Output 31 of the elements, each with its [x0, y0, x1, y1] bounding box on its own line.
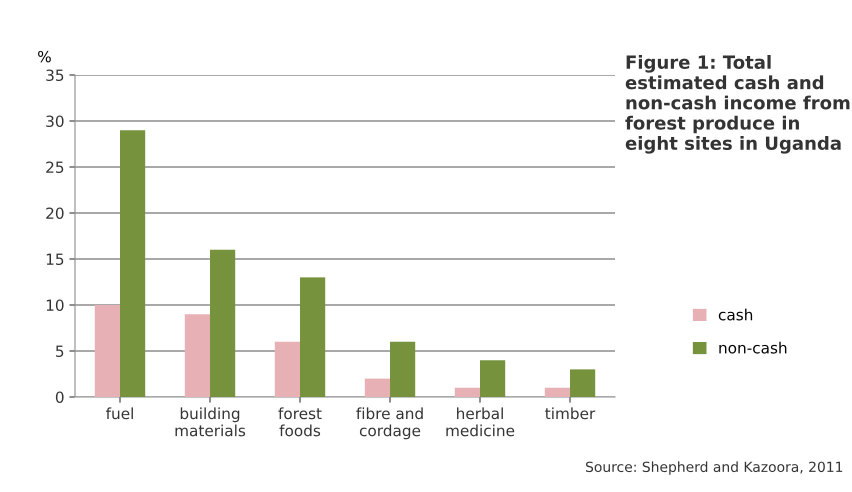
- legend-label: non-cash: [719, 342, 786, 354]
- y-tick-label: 10: [46, 299, 64, 312]
- y-tick-label: 5: [56, 346, 64, 358]
- bar: [544, 388, 570, 397]
- x-tick-label: building materials: [176, 407, 246, 436]
- bar: [300, 277, 326, 397]
- x-tick-label: fibre and cordage: [356, 407, 423, 440]
- bar: [210, 250, 236, 397]
- x-tick-label: forest foods: [278, 407, 322, 436]
- legend-label: cash: [718, 308, 752, 320]
- y-tick-label: 30: [46, 115, 64, 128]
- y-tick-label: 0: [56, 391, 64, 404]
- bar: [454, 388, 480, 397]
- bar: [364, 378, 390, 397]
- bar: [480, 360, 506, 397]
- y-tick-label: 35: [46, 69, 64, 82]
- bar: [390, 342, 416, 397]
- y-tick-label: 20: [46, 207, 64, 220]
- text: Figure 1: Total estimated cash and non-cash income from forest produce in eight sites in Uganda: [625, 55, 850, 154]
- x-tick-label: fuel: [106, 407, 133, 420]
- bar: [184, 314, 210, 397]
- y-tick-label: 25: [46, 161, 64, 174]
- x-tick-label: herbal medicine: [446, 407, 514, 436]
- source-note: Source: Shepherd and Kazoora, 2011: [586, 461, 842, 475]
- bar: [570, 369, 596, 397]
- y-axis-title: %: [38, 50, 51, 62]
- x-tick-label: timber: [545, 407, 596, 420]
- bar: [120, 130, 146, 397]
- y-tick-label: 15: [46, 254, 64, 266]
- bar: [94, 305, 120, 397]
- bar: [274, 342, 300, 397]
